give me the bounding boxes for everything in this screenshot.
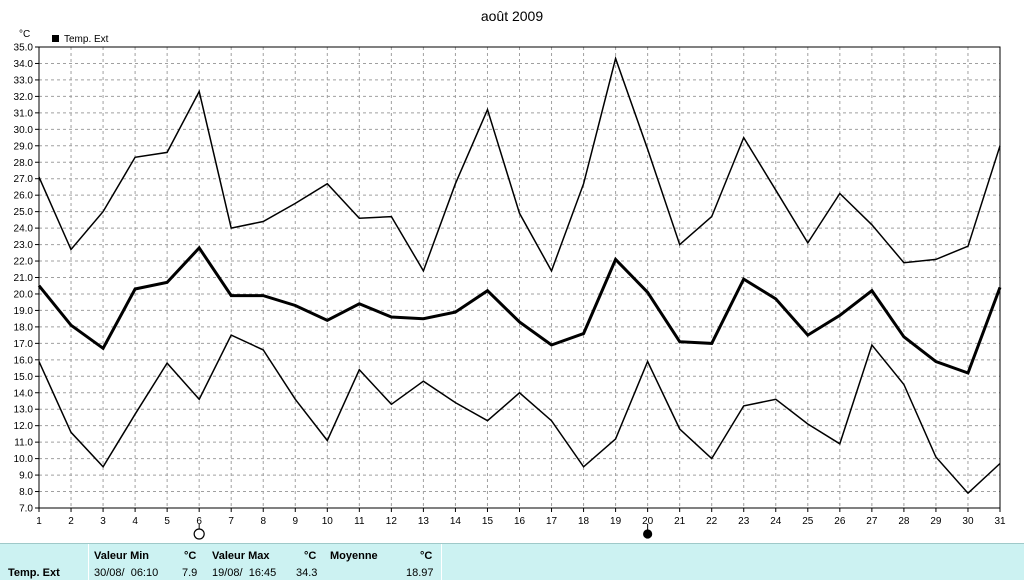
y-tick-label: 9.0: [19, 471, 33, 482]
stats-separator: [441, 544, 442, 581]
y-tick-label: 22.0: [14, 257, 34, 268]
y-tick-label: 33.0: [14, 75, 34, 86]
y-tick-label: 19.0: [14, 306, 34, 317]
avg-value: 18.97: [406, 567, 434, 579]
legend-swatch: [52, 35, 59, 42]
y-tick-label: 18.0: [14, 322, 34, 333]
x-tick-label: 12: [386, 516, 398, 527]
x-tick-label: 29: [930, 516, 942, 527]
stats-separator: [88, 544, 89, 581]
y-tick-label: 24.0: [14, 224, 34, 235]
y-tick-label: 35.0: [14, 43, 34, 54]
min-header: Valeur Min: [94, 550, 150, 562]
x-tick-label: 5: [164, 516, 170, 527]
max-value: 34.3: [296, 567, 318, 579]
chart-title: août 2009: [481, 8, 543, 24]
y-tick-label: 21.0: [14, 273, 34, 284]
x-tick-label: 22: [706, 516, 718, 527]
x-tick-label: 15: [482, 516, 494, 527]
x-tick-label: 11: [354, 516, 365, 527]
x-tick-label: 3: [100, 516, 106, 527]
min-unit: °C: [184, 550, 197, 562]
series-min-line: [38, 334, 1001, 495]
x-tick-label: 10: [322, 516, 334, 527]
y-tick-label: 32.0: [14, 92, 34, 103]
x-tick-label: 6: [196, 516, 202, 527]
y-tick-label: 25.0: [14, 207, 34, 218]
series-mean-line: [37, 245, 1002, 375]
y-axis-unit: °C: [19, 29, 30, 40]
x-tick-label: 7: [228, 516, 234, 527]
legend-label: Temp. Ext: [64, 34, 109, 45]
x-tick-label: 4: [132, 516, 138, 527]
max-header: Valeur Max: [212, 550, 270, 562]
x-tick-label: 28: [898, 516, 910, 527]
x-tick-label: 30: [962, 516, 974, 527]
x-tick-label: 2: [68, 516, 74, 527]
x-tick-label: 19: [610, 516, 622, 527]
x-tick-label: 23: [738, 516, 750, 527]
x-tick-label: 25: [802, 516, 814, 527]
x-tick-label: 27: [866, 516, 878, 527]
y-tick-label: 13.0: [14, 405, 34, 416]
x-tick-label: 14: [450, 516, 462, 527]
x-tick-label: 20: [642, 516, 654, 527]
y-tick-label: 8.0: [19, 487, 33, 498]
y-tick-label: 10.0: [14, 454, 34, 465]
x-tick-label: 18: [578, 516, 590, 527]
x-tick-label: 13: [418, 516, 430, 527]
y-tick-label: 15.0: [14, 372, 34, 383]
x-tick-label: 9: [292, 516, 298, 527]
avg-header: Moyenne: [330, 550, 378, 562]
avg-unit: °C: [420, 550, 433, 562]
x-tick-label: 26: [834, 516, 846, 527]
min-datetime: 30/08/ 06:10: [94, 567, 159, 579]
y-tick-label: 34.0: [14, 59, 34, 70]
min-value: 7.9: [182, 567, 198, 579]
x-tick-label: 24: [770, 516, 782, 527]
max-datetime: 19/08/ 16:45: [212, 567, 277, 579]
stats-panel: Temp. Ext Valeur Min °C 30/08/ 06:10 7.9…: [0, 543, 1024, 581]
x-tick-label: 16: [514, 516, 526, 527]
stats-row-label: Temp. Ext: [8, 567, 60, 579]
x-tick-label: 8: [260, 516, 266, 527]
y-tick-label: 27.0: [14, 174, 34, 185]
plot-frame: [38, 46, 1001, 509]
grid-lines: [38, 46, 1001, 509]
y-tick-label: 31.0: [14, 108, 34, 119]
y-axis-ticks: 7.0 8.0 9.0 10.0 11.0 12.0 13.0 14.0 15.0 16.0 17.…: [14, 43, 39, 515]
y-tick-label: 12.0: [14, 421, 34, 432]
series-lines: [37, 55, 1002, 495]
y-tick-label: 29.0: [14, 141, 34, 152]
x-tick-label: 31: [994, 516, 1006, 527]
y-tick-label: 26.0: [14, 191, 34, 202]
y-tick-label: 30.0: [14, 125, 34, 136]
max-unit: °C: [304, 550, 317, 562]
x-axis-ticks: 1 2 3 4 5 6 7 8 9 10 11 12 13 14 15 16 17 18 19 20 21 22 23 24 2…: [36, 508, 1006, 527]
new-moon-icon: [643, 529, 653, 539]
y-tick-label: 23.0: [14, 240, 34, 251]
y-tick-label: 7.0: [19, 504, 33, 515]
y-tick-label: 20.0: [14, 289, 34, 300]
y-tick-label: 11.0: [14, 438, 33, 449]
series-max-line: [38, 55, 1001, 273]
temperature-chart: août 2009 °C Temp. Ext 7.0 8.0 9.0 10.0 11.0…: [14, 8, 1006, 540]
y-tick-label: 17.0: [14, 339, 34, 350]
y-tick-label: 14.0: [14, 388, 34, 399]
y-tick-label: 16.0: [14, 355, 34, 366]
y-tick-label: 28.0: [14, 158, 34, 169]
x-tick-label: 1: [36, 516, 42, 527]
x-tick-label: 21: [674, 516, 686, 527]
moon-markers: [193, 524, 653, 540]
x-tick-label: 17: [546, 516, 558, 527]
full-moon-icon: [193, 528, 205, 540]
